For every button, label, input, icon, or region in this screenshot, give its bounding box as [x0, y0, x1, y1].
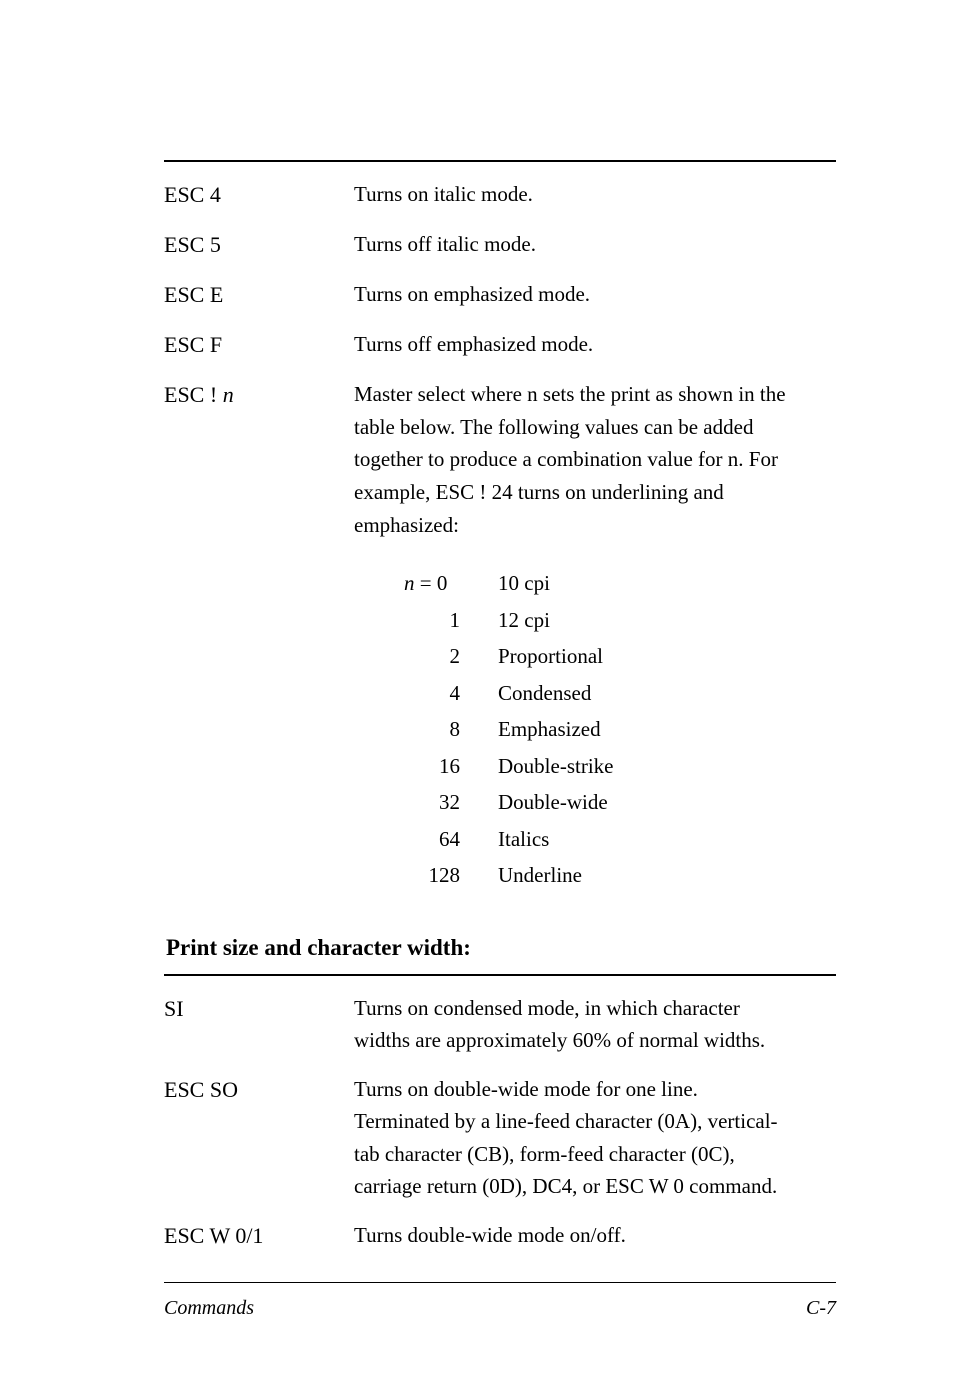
cmd-label: ESC F — [164, 328, 354, 362]
option-key: 32 — [404, 786, 498, 819]
options-list: n = 010 cpi112 cpi2Proportional4Condense… — [404, 567, 836, 892]
sec2-row: ESC W 0/1Turns double-wide mode on/off. — [164, 1219, 836, 1253]
page-footer: Commands C-7 — [164, 1282, 836, 1324]
sec2-row: ESC SOTurns on double-wide mode for one … — [164, 1073, 836, 1203]
cmd-label: ESC ! n — [164, 378, 354, 412]
cmd-text-b: n — [223, 382, 234, 407]
cmd-desc: Master select where n sets the print as … — [354, 378, 836, 541]
footer-page: C-7 — [806, 1293, 836, 1324]
sec1-row: ESC 4Turns on italic mode. — [164, 178, 836, 212]
option-key: 2 — [404, 640, 498, 673]
cmd-desc: Turns off emphasized mode. — [354, 328, 836, 361]
cmd-desc: Turns off italic mode. — [354, 228, 836, 261]
cmd-label: SI — [164, 992, 354, 1026]
footer-text: Commands C-7 — [164, 1293, 836, 1324]
rule-top — [164, 160, 836, 162]
footer-left: Commands — [164, 1297, 254, 1319]
option-val: Proportional — [498, 640, 836, 673]
option-row: 128Underline — [404, 859, 836, 892]
option-row: 64Italics — [404, 823, 836, 856]
cmd-desc: Turns double-wide mode on/off. — [354, 1219, 836, 1252]
option-val: Double-wide — [498, 786, 836, 819]
option-val: 12 cpi — [498, 604, 836, 637]
cmd-desc: Turns on double-wide mode for one line. … — [354, 1073, 836, 1203]
option-val: 10 cpi — [498, 567, 836, 600]
option-row: 8Emphasized — [404, 713, 836, 746]
cmd-text-a: ESC ! — [164, 382, 223, 407]
option-key: 64 — [404, 823, 498, 856]
option-val: Underline — [498, 859, 836, 892]
option-val: Emphasized — [498, 713, 836, 746]
option-row: 16Double-strike — [404, 750, 836, 783]
sec1-row: ESC FTurns off emphasized mode. — [164, 328, 836, 362]
option-val: Condensed — [498, 677, 836, 710]
section-title: Print size and character width: — [166, 930, 836, 966]
option-key: n = 0 — [404, 567, 498, 600]
document-body: ESC 4Turns on italic mode.ESC 5Turns off… — [164, 160, 836, 1253]
cmd-label: ESC W 0/1 — [164, 1219, 354, 1253]
rule-section — [164, 974, 836, 976]
option-row: n = 010 cpi — [404, 567, 836, 600]
option-val: Double-strike — [498, 750, 836, 783]
option-val: Italics — [498, 823, 836, 856]
option-key: 128 — [404, 859, 498, 892]
cmd-label: ESC SO — [164, 1073, 354, 1107]
cmd-label: ESC 5 — [164, 228, 354, 262]
option-row: 4Condensed — [404, 677, 836, 710]
sec1-row: ESC ETurns on emphasized mode. — [164, 278, 836, 312]
option-key: 1 — [404, 604, 498, 637]
option-row: 2Proportional — [404, 640, 836, 673]
sec1-row: ESC 5Turns off italic mode. — [164, 228, 836, 262]
cmd-desc: Turns on italic mode. — [354, 178, 836, 211]
cmd-desc: Turns on condensed mode, in which charac… — [354, 992, 836, 1057]
cmd-row-master: ESC ! n Master select where n sets the p… — [164, 378, 836, 541]
cmd-label: ESC E — [164, 278, 354, 312]
option-key: 16 — [404, 750, 498, 783]
cmd-label: ESC 4 — [164, 178, 354, 212]
option-row: 112 cpi — [404, 604, 836, 637]
rule-footer — [164, 1282, 836, 1283]
sec2-row: SITurns on condensed mode, in which char… — [164, 992, 836, 1057]
option-key: 8 — [404, 713, 498, 746]
option-row: 32Double-wide — [404, 786, 836, 819]
cmd-desc: Turns on emphasized mode. — [354, 278, 836, 311]
option-key: 4 — [404, 677, 498, 710]
